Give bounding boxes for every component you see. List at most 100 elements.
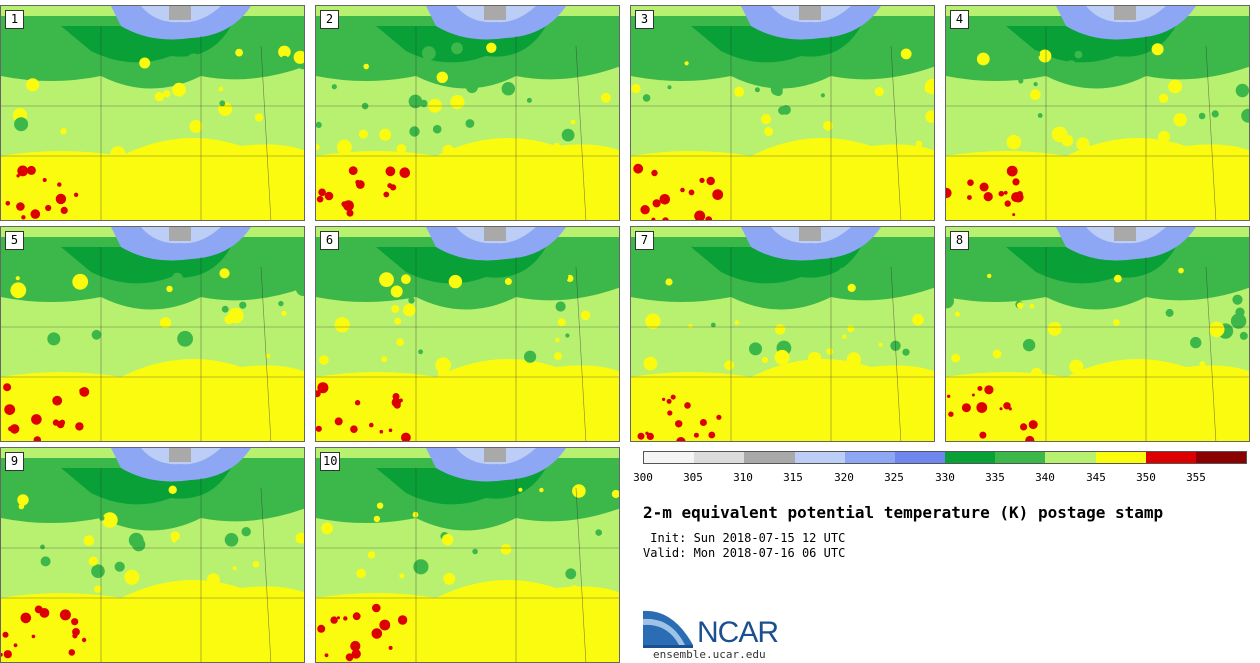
field-hotspot bbox=[337, 616, 340, 620]
figure-title: 2-m equivalent potential temperature (K)… bbox=[643, 503, 1164, 522]
field-blob bbox=[334, 317, 350, 333]
field-blob bbox=[183, 283, 188, 288]
field-blob bbox=[264, 169, 279, 184]
field-blob bbox=[142, 155, 155, 168]
field-blob bbox=[1114, 274, 1122, 283]
field-blob bbox=[40, 544, 45, 550]
stamp-panel-9: 9 bbox=[0, 447, 305, 663]
colorbar-tick: 300 bbox=[633, 471, 653, 484]
field-blob bbox=[734, 86, 745, 97]
field-blob bbox=[774, 324, 786, 335]
field-blob bbox=[526, 97, 532, 103]
field-blob bbox=[1158, 93, 1169, 104]
field-blob bbox=[633, 43, 645, 55]
field-hotspot bbox=[324, 191, 334, 201]
field-blob bbox=[58, 594, 71, 607]
colorbar-swatch bbox=[1095, 452, 1146, 463]
field-blob bbox=[451, 42, 463, 55]
field-blob bbox=[10, 282, 27, 299]
field-blob bbox=[788, 375, 798, 385]
colorbar-tick: 305 bbox=[683, 471, 703, 484]
field-blob bbox=[381, 356, 388, 363]
field-hotspot bbox=[1003, 190, 1008, 195]
field-blob bbox=[565, 568, 577, 580]
field-hotspot bbox=[1013, 192, 1024, 203]
field-blob bbox=[806, 413, 821, 428]
field-blob bbox=[1081, 404, 1096, 418]
field-blob bbox=[862, 424, 867, 429]
field-blob bbox=[145, 637, 154, 645]
field-hotspot bbox=[998, 190, 1005, 197]
field-blob bbox=[1040, 178, 1056, 194]
field-hotspot bbox=[8, 426, 14, 432]
field-blob bbox=[532, 185, 540, 193]
field-blob bbox=[119, 194, 128, 204]
field-blob bbox=[324, 201, 337, 214]
field-blob bbox=[595, 529, 602, 536]
field-hotspot bbox=[13, 643, 18, 648]
field-blob bbox=[128, 532, 144, 548]
field-blob bbox=[611, 489, 619, 499]
field-blob bbox=[519, 141, 533, 155]
field-blob bbox=[117, 400, 129, 413]
field-hotspot bbox=[392, 393, 400, 400]
field-blob bbox=[436, 381, 452, 398]
field-blob bbox=[753, 411, 763, 421]
field-blob bbox=[83, 535, 95, 546]
field-blob bbox=[1, 600, 13, 612]
field-hotspot bbox=[3, 650, 12, 659]
map-10 bbox=[316, 448, 619, 662]
field-blob bbox=[1076, 137, 1090, 151]
field-blob bbox=[770, 83, 783, 96]
field-blob bbox=[1030, 367, 1042, 379]
field-hotspot bbox=[1003, 402, 1011, 410]
stamp-panel-2: 2 bbox=[315, 5, 620, 221]
field-blob bbox=[778, 106, 787, 115]
field-blob bbox=[408, 297, 415, 304]
field-blob bbox=[923, 161, 934, 172]
field-gray bbox=[484, 448, 506, 462]
field-hotspot bbox=[983, 192, 993, 202]
colorbar-swatch bbox=[744, 452, 795, 463]
field-hotspot bbox=[33, 436, 41, 441]
state-border bbox=[890, 266, 902, 441]
field-hotspot bbox=[716, 414, 722, 420]
field-blob bbox=[466, 81, 478, 94]
field-hotspot bbox=[971, 393, 975, 397]
field-blob bbox=[365, 643, 377, 654]
field-blob bbox=[472, 548, 478, 555]
field-blob bbox=[342, 402, 355, 416]
field-blob bbox=[418, 349, 423, 355]
field-blob bbox=[321, 522, 333, 535]
field-blob bbox=[186, 53, 201, 68]
field-blob bbox=[99, 515, 105, 521]
colorbar-swatch bbox=[844, 452, 895, 463]
field-blob bbox=[8, 55, 16, 64]
field-gray bbox=[1114, 6, 1136, 20]
field-hotspot bbox=[640, 205, 650, 215]
field-blob bbox=[1022, 338, 1036, 352]
field-hotspot bbox=[391, 397, 401, 408]
field-blob bbox=[487, 145, 493, 151]
field-hotspot bbox=[705, 216, 713, 220]
field-blob bbox=[1174, 415, 1181, 422]
colorbar-tick: 310 bbox=[733, 471, 753, 484]
field-blob bbox=[1007, 260, 1023, 276]
colorbar-tick: 325 bbox=[884, 471, 904, 484]
field-blob bbox=[1047, 322, 1062, 336]
field-blob bbox=[170, 531, 180, 541]
field-blob bbox=[85, 58, 92, 65]
panel-number: 10 bbox=[320, 452, 341, 471]
field-blob bbox=[71, 641, 80, 651]
field-blob bbox=[600, 92, 611, 103]
field-blob bbox=[761, 114, 772, 125]
field-blob bbox=[898, 370, 910, 382]
state-border bbox=[575, 487, 587, 662]
field-blob bbox=[1113, 319, 1120, 326]
field-blob bbox=[915, 140, 923, 147]
colorbar-swatch bbox=[1195, 452, 1247, 463]
colorbar-swatch bbox=[945, 452, 996, 463]
field-hotspot bbox=[26, 165, 36, 175]
field-blob bbox=[1165, 308, 1174, 317]
map-8 bbox=[946, 227, 1249, 441]
